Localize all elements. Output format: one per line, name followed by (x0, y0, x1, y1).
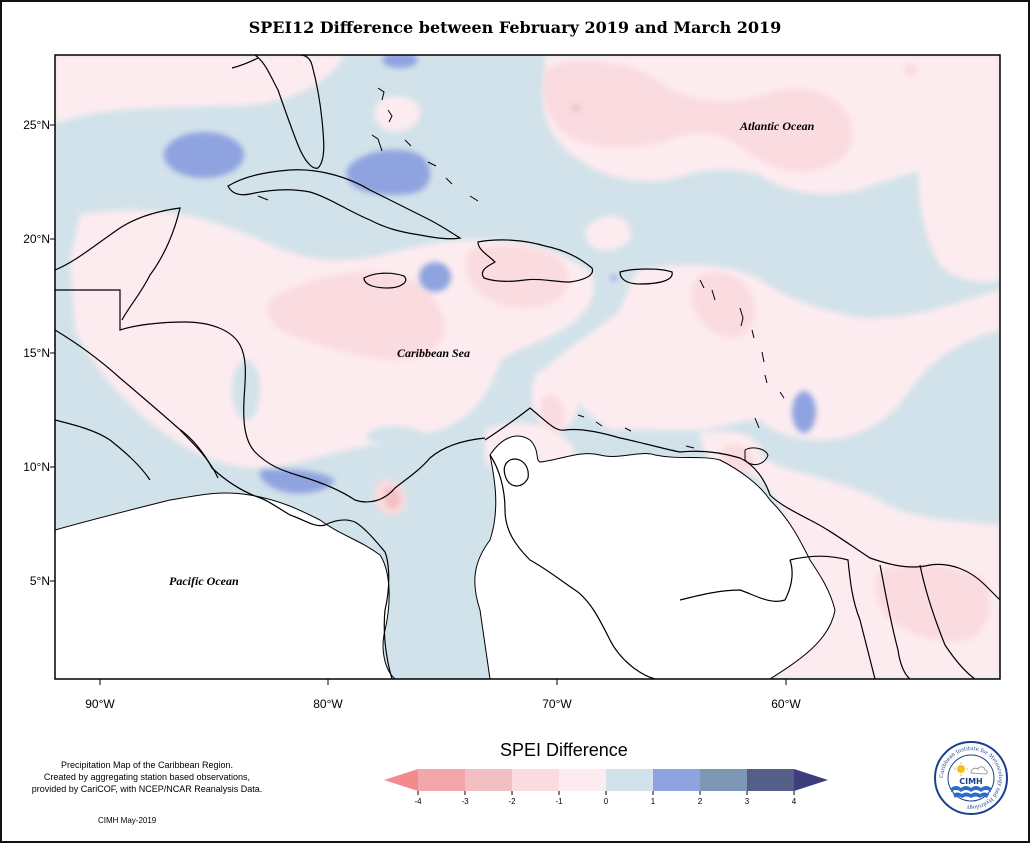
legend-tick-label: 4 (791, 797, 797, 806)
border-venezuela-brazil (679, 559, 793, 602)
island-bahamas-2 (387, 109, 393, 123)
legend-tick-label: 3 (744, 797, 750, 806)
coast-maracaibo (503, 458, 529, 487)
coast-gulf-north (231, 57, 259, 69)
lat-label-10n: 10°N (23, 460, 50, 474)
island-bonaire (624, 427, 632, 432)
legend-swatch-4-3 (418, 769, 465, 791)
land-mask (55, 435, 836, 679)
coast-puerto-rico (619, 268, 673, 285)
map-title: SPEI12 Difference between February 2019 … (248, 18, 782, 37)
credit-line-2: Created by aggregating station based obs… (43, 772, 251, 782)
island-grenada (754, 417, 760, 429)
island-bahamas-4 (404, 139, 412, 147)
label-atlantic-ocean: Atlantic Ocean (740, 119, 815, 133)
date-note: CIMH May-2019 (98, 816, 157, 825)
lat-label-20n: 20°N (23, 232, 50, 246)
legend-swatch-1-2 (653, 769, 700, 791)
island-cayman (257, 195, 269, 201)
island-aruba (577, 414, 585, 418)
coast-florida (254, 54, 325, 169)
legend-swatch-gt-4 (794, 769, 828, 791)
field-wet (164, 55, 816, 494)
label-caribbean-sea: Caribbean Sea (397, 346, 471, 360)
island-bahamas-1 (377, 87, 385, 101)
lon-ticks (99, 679, 787, 685)
cimh-logo: Caribbean Institute for Meteorology and … (934, 741, 1008, 815)
coast-yucatan (54, 207, 181, 321)
label-pacific-ocean: Pacific Ocean (169, 574, 239, 588)
logo-waves-icon (951, 786, 991, 798)
legend-tick-label: 0 (603, 797, 609, 806)
island-curacao (595, 421, 603, 427)
credit-line-1: Precipitation Map of the Caribbean Regio… (60, 760, 234, 770)
island-lesser-antilles-5 (761, 351, 765, 363)
coastlines (54, 54, 1001, 680)
small-islands (257, 87, 785, 466)
legend-swatch-0-1 (606, 769, 653, 791)
field-dry (385, 104, 580, 510)
coast-jamaica (363, 272, 407, 289)
legend-tick-label: 2 (697, 797, 703, 806)
island-turks-caicos (469, 195, 479, 202)
island-lesser-antilles-4 (751, 329, 755, 339)
lon-label-70w: 70°W (542, 697, 572, 711)
border-central-america-2 (179, 429, 219, 479)
lon-label-80w: 80°W (313, 697, 343, 711)
legend-title: SPEI Difference (500, 740, 628, 760)
border-suriname (879, 564, 911, 680)
lat-label-5n: 5°N (29, 574, 50, 588)
legend-swatch-2-1 (512, 769, 559, 791)
logo-cloud-icon (970, 766, 988, 775)
coast-pacific (54, 329, 393, 680)
island-lesser-antilles-2 (711, 289, 716, 301)
legend-swatch-3-4 (747, 769, 794, 791)
legend-swatch-1-0 (559, 769, 606, 791)
field-wet-slight (55, 122, 885, 446)
lon-label-90w: 90°W (85, 697, 115, 711)
lon-label-60w: 60°W (771, 697, 801, 711)
credit-line-3: provided by CariCOF, with NCEP/NCAR Rean… (31, 784, 263, 794)
logo-cimh-text: CIMH (959, 777, 983, 786)
island-bahamas-6 (445, 177, 453, 185)
legend-tick-label: -3 (461, 797, 469, 806)
legend-tick-label: -2 (508, 797, 516, 806)
island-trinidad (744, 447, 769, 466)
island-barbados (779, 391, 785, 399)
coast-south-america-north (484, 407, 1001, 601)
lat-label-25n: 25°N (23, 118, 50, 132)
legend-tick-label: -1 (555, 797, 563, 806)
legend-swatch-3-2 (465, 769, 512, 791)
coast-hispaniola (477, 239, 594, 283)
lat-label-15n: 15°N (23, 346, 50, 360)
border-colombia-venezuela (489, 454, 656, 680)
lat-ticks (50, 124, 55, 582)
coast-central-america (55, 289, 486, 503)
island-lesser-antilles-6 (764, 374, 768, 384)
island-margarita (685, 445, 695, 449)
legend-colorbar (384, 769, 828, 795)
logo-sun-icon (954, 762, 968, 776)
legend-tick-label: 1 (650, 797, 656, 806)
border-french-guiana (919, 564, 976, 680)
spei-field (55, 55, 1000, 679)
border-central-america-1 (54, 419, 151, 481)
legend-swatch-2-3 (700, 769, 747, 791)
island-bahamas-3 (371, 134, 383, 152)
island-bahamas-5 (427, 161, 437, 167)
plot-border (54, 54, 1001, 680)
legend-swatch-lt-4 (384, 769, 418, 791)
border-guyana (789, 555, 876, 680)
coast-cuba (227, 169, 462, 240)
island-lesser-antilles-3 (739, 307, 744, 327)
credit-text: Precipitation Map of the Caribbean Regio… (2, 759, 292, 795)
island-lesser-antilles-1 (699, 279, 705, 289)
legend-tick-label: -4 (414, 797, 422, 806)
